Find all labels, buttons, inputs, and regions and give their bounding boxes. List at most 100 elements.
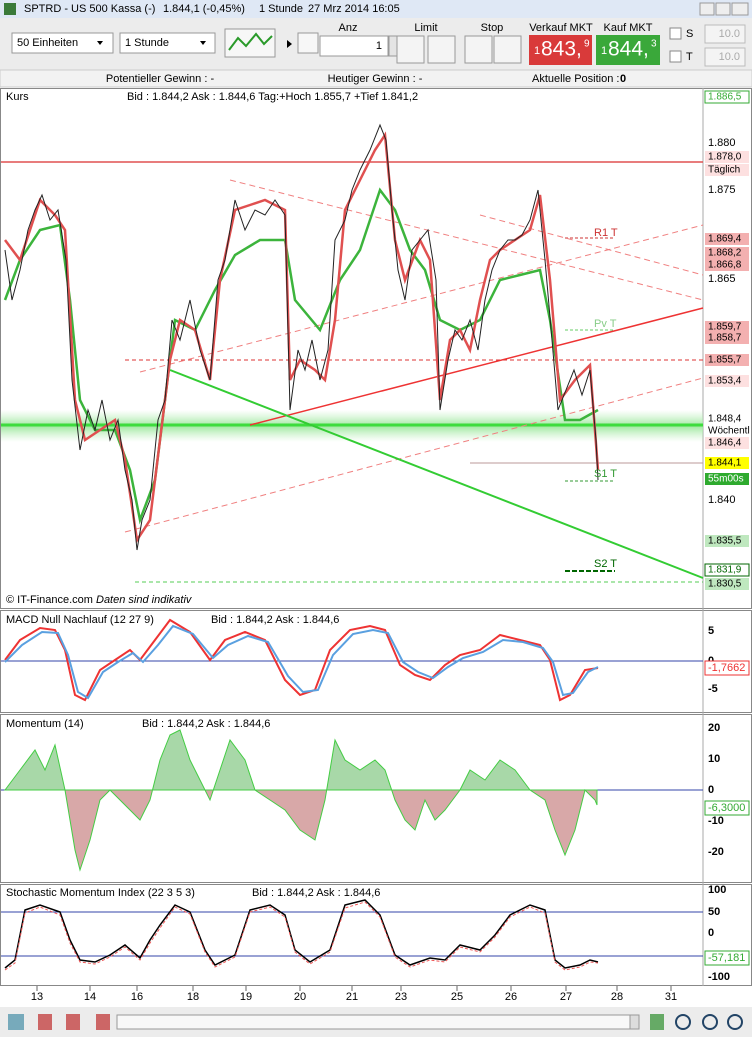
price-tag [705,151,749,163]
dropdown-arrow [200,41,206,45]
price-tag-label: 1.859,7 [708,322,742,333]
price-tag-label: 1.830,5 [708,579,742,590]
tool-button[interactable] [66,1014,80,1030]
tool-button[interactable] [650,1014,664,1030]
panel-quote: Bid : 1.844,2 Ask : 1.844,6 [211,614,339,626]
smi-panel [0,884,752,986]
t-checkbox[interactable] [669,50,682,63]
status-bar [0,69,752,88]
buy-prefix: 1 [601,45,607,57]
zoom-in-button[interactable] [727,1014,743,1030]
window-price: 1.844,1 (-0,45%) [163,3,245,15]
y-tick-label: 0 [708,784,714,796]
y-tick-label: -10 [708,815,724,827]
channel-line [479,214,704,276]
qty-input[interactable] [319,35,389,57]
credit-note: Daten sind indikativ [96,594,193,606]
y-tick-label: 1.880 [708,137,736,149]
x-tick-label: 16 [131,991,143,1003]
trend-line [249,307,704,426]
x-tick-label: 31 [665,991,677,1003]
price-tag [705,247,749,259]
y-tick-label: 1.865 [708,273,736,285]
price-tag [705,578,749,590]
window-datetime: 27 Mrz 2014 16:05 [308,3,400,15]
t-input[interactable] [704,47,746,67]
level-label: Pv T [594,318,617,330]
sell-price: 843, [541,38,582,61]
expand-arrow[interactable] [287,40,292,48]
credit: © IT-Finance.com [6,594,93,606]
tool-button[interactable] [38,1014,52,1030]
limit-sell-button[interactable] [427,35,456,64]
level-label: S1 T [594,468,617,480]
settings-button[interactable] [297,32,319,54]
channel-line [229,179,704,301]
price-tag [705,354,749,366]
position-label: Aktuelle Position : [532,73,619,85]
tool-button[interactable] [96,1014,110,1030]
maximize-button[interactable] [715,2,731,16]
x-tick-label: 14 [84,991,96,1003]
title-bar [0,0,752,18]
price-tag [705,437,749,449]
value-tag-label: -57,181 [708,952,745,964]
sell-button[interactable] [529,35,592,65]
price-line [4,123,599,551]
price-tag [705,457,749,469]
price-tag [705,473,749,485]
value-tag [704,800,750,816]
price-tag-label: 1.869,4 [708,234,742,245]
period-select[interactable] [119,32,216,54]
s-value: 10.0 [719,28,740,40]
x-tick-label: 26 [505,991,517,1003]
today-gain: Heutiger Gewinn : - [328,73,423,85]
position-value: 0 [620,73,626,85]
price-tag-label: 55m00s [708,474,744,485]
stop-sell-button[interactable] [493,35,522,64]
y-tick-label: 1.875 [708,184,736,196]
limit-buy-button[interactable] [396,35,425,64]
panel-title: MACD Null Nachlauf (12 27 9) [6,614,154,626]
zoom-out-button[interactable] [702,1014,718,1030]
zoom-fit-button[interactable] [675,1014,691,1030]
panel-title: Momentum (14) [6,718,84,730]
signal-line [4,624,599,700]
value-tag [704,660,750,676]
scrollbar[interactable] [116,1014,640,1030]
x-tick-label: 27 [560,991,572,1003]
moving-average [3,187,599,525]
buy-button[interactable] [596,35,660,65]
tool-button[interactable] [8,1014,24,1030]
scroll-thumb[interactable] [629,1014,640,1030]
momentum-panel [0,714,752,883]
close-button[interactable] [731,2,749,16]
units-select[interactable] [11,32,114,54]
trend-line [169,369,704,579]
s-input[interactable] [704,24,746,44]
price-tag [705,375,749,387]
chart-type-button[interactable] [224,28,276,58]
price-tag [705,413,749,425]
s-checkbox[interactable] [669,27,682,40]
minimize-button[interactable] [699,2,715,16]
price-tag-label: 1.848,4 [708,414,742,425]
level-label: S2 T [594,558,617,570]
y-tick-label: -5 [708,683,718,695]
price-tag-label: 1.853,4 [708,376,742,387]
price-tag-label: Täglich [708,165,740,176]
price-tag [705,321,749,333]
qty-label: Anz [339,22,358,34]
macd-line [4,618,599,702]
x-tick-label: 19 [240,991,252,1003]
window-title: SPTRD - US 500 Kassa (-) [24,3,155,15]
panel-title: Kurs [6,91,29,103]
qty-spinner[interactable] [388,35,398,57]
price-panel [0,88,752,609]
stop-buy-button[interactable] [464,35,493,64]
period-value: 1 Stunde [125,37,169,49]
qty-value: 1 [376,40,382,52]
panel-quote: Bid : 1.844,2 Ask : 1.844,6 Tag:+Hoch 1.… [127,91,418,103]
channel-line [139,224,704,373]
